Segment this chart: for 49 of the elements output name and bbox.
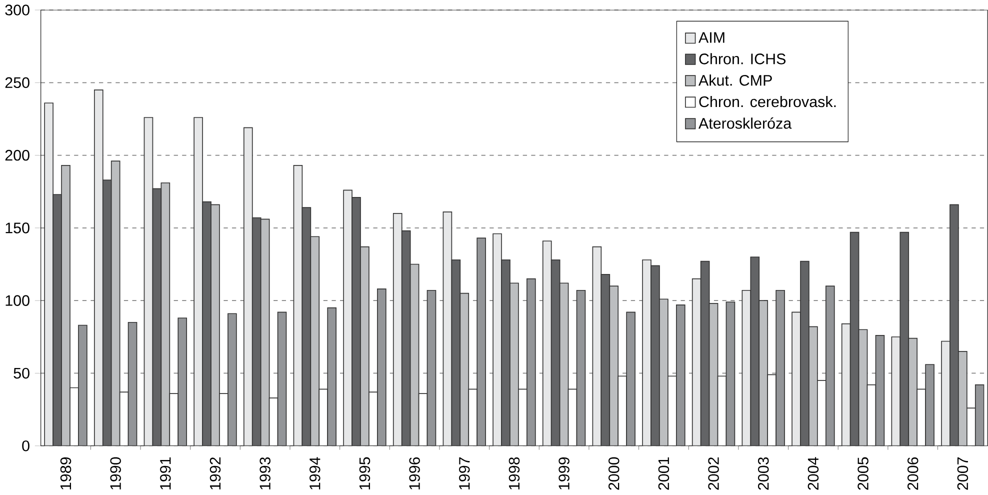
bar <box>708 302 718 446</box>
y-tick-label: 0 <box>22 440 30 452</box>
bar <box>442 211 452 446</box>
x-tick-label: 2006 <box>907 457 918 490</box>
x-tick-label: 1992 <box>210 457 221 490</box>
x-tick-label: 1997 <box>459 457 470 490</box>
legend-label: Ateroskleróza <box>698 117 792 129</box>
x-tick-label: 1998 <box>508 457 520 490</box>
bar <box>850 232 860 446</box>
y-tick-label: 250 <box>5 77 30 88</box>
x-tick-label: 2002 <box>708 457 719 490</box>
legend-label: AIM <box>698 32 724 43</box>
x-tick-label: 1995 <box>359 457 370 490</box>
bar <box>875 334 885 446</box>
x-tick-label: 1996 <box>409 457 420 490</box>
y-tick-label: 150 <box>6 222 30 234</box>
x-tick-label: 2005 <box>858 457 868 490</box>
bar <box>858 329 868 446</box>
x-tick-label: 1990 <box>110 457 121 490</box>
x-tick-label: 2003 <box>758 457 769 490</box>
x-tick-label: 1989 <box>60 457 72 490</box>
y-tick-label: 300 <box>5 4 30 16</box>
bar <box>144 117 154 446</box>
bar <box>576 290 586 446</box>
y-tick-label: 50 <box>14 368 30 379</box>
bar <box>128 322 138 446</box>
bar <box>426 290 436 446</box>
bar <box>592 246 602 446</box>
y-tick-label: 200 <box>5 150 30 161</box>
bar <box>700 260 710 446</box>
x-tick-label: 1994 <box>310 457 320 490</box>
x-tick-label: 2001 <box>658 457 670 490</box>
bar <box>152 188 162 446</box>
bar <box>293 164 303 446</box>
x-tick-label: 1999 <box>558 457 570 490</box>
bar <box>302 207 312 446</box>
x-tick-label: 1991 <box>160 457 171 490</box>
x-tick-label: 2007 <box>957 457 968 490</box>
y-tick-label: 100 <box>6 295 30 306</box>
x-tick-label: 1993 <box>260 457 270 490</box>
bar <box>410 264 420 446</box>
legend-label: Chron. ICHS <box>699 53 786 64</box>
x-tick-label: 2004 <box>808 457 819 490</box>
bar <box>726 302 736 446</box>
x-tick-label: 2000 <box>608 457 620 490</box>
bar <box>560 283 568 446</box>
bar <box>277 312 287 446</box>
legend-label: Chron. cerebrovask. <box>699 96 836 108</box>
legend-label: Akut. CMP <box>698 74 772 86</box>
